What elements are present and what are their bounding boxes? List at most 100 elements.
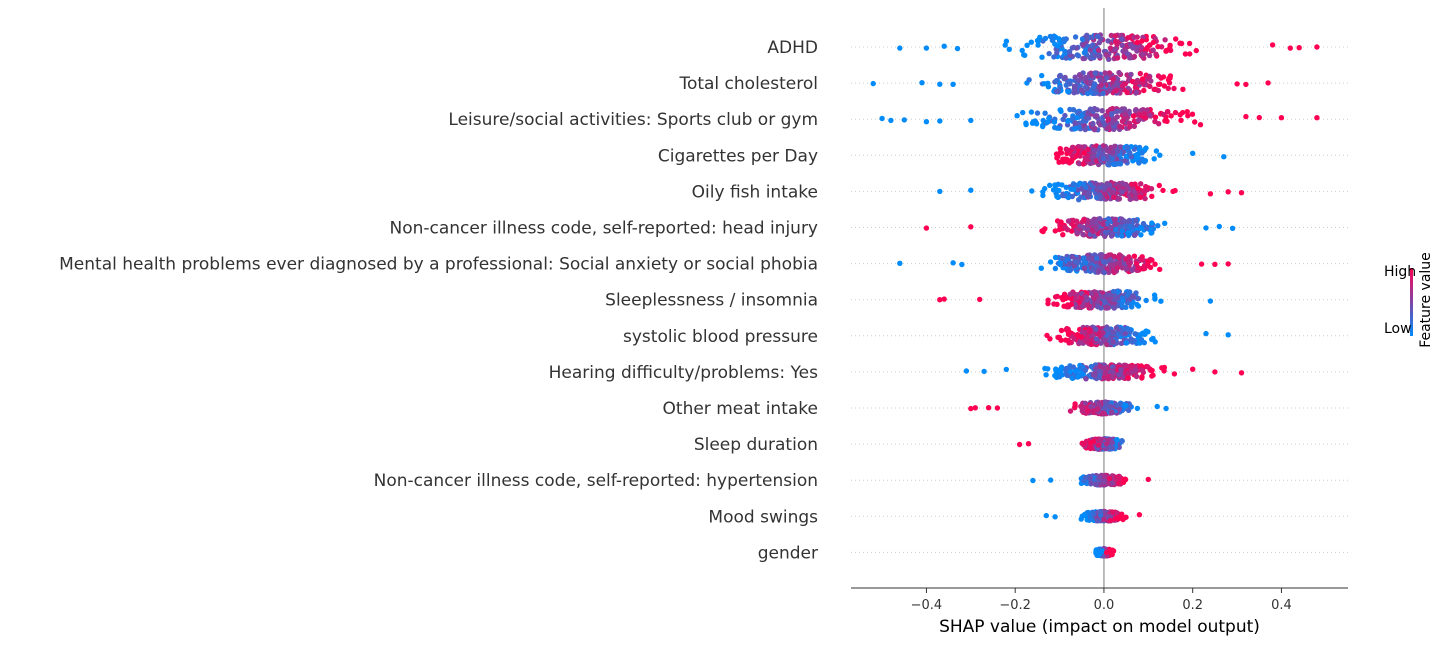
- shap-point: [1095, 269, 1101, 275]
- shap-point: [1151, 156, 1157, 162]
- shap-point: [1165, 77, 1172, 83]
- shap-point: [1113, 477, 1119, 483]
- x-axis-title: SHAP value (impact on model output): [939, 617, 1260, 637]
- shap-point: [1084, 333, 1090, 340]
- shap-point: [1131, 189, 1137, 195]
- shap-point: [1126, 260, 1132, 266]
- shap-point: [1167, 47, 1174, 54]
- shap-point: [1185, 113, 1191, 119]
- shap-point: [1160, 111, 1167, 118]
- shap-point: [1102, 370, 1109, 376]
- shap-point: [1043, 372, 1049, 378]
- shap-point: [1066, 329, 1072, 335]
- shap-point: [1095, 303, 1101, 310]
- shap-point: [1093, 113, 1099, 119]
- shap-point: [1153, 148, 1160, 154]
- shap-point: [1164, 47, 1170, 54]
- shap-point: [1132, 195, 1138, 201]
- shap-point: [1080, 161, 1087, 167]
- shap-point: [1062, 48, 1068, 55]
- shap-point: [1126, 192, 1132, 198]
- shap-point: [1088, 363, 1095, 370]
- shap-point: [1069, 254, 1075, 260]
- shap-point: [1052, 254, 1059, 261]
- shap-point: [1039, 72, 1045, 79]
- shap-point: [1126, 254, 1132, 260]
- shap-point: [1171, 371, 1178, 377]
- shap-point: [1070, 181, 1077, 187]
- shap-point: [1101, 121, 1107, 127]
- shap-point: [1110, 84, 1117, 90]
- shap-point: [1003, 38, 1010, 44]
- shap-point: [1178, 117, 1184, 124]
- shap-point: [1119, 438, 1125, 444]
- shap-point: [1152, 118, 1158, 125]
- shap-point: [1141, 87, 1147, 94]
- shap-point: [1050, 36, 1056, 42]
- shap-point: [1024, 42, 1030, 48]
- shap-point: [1132, 232, 1138, 238]
- shap-point: [1256, 114, 1263, 121]
- shap-point: [1106, 56, 1112, 62]
- shap-point: [1088, 516, 1094, 522]
- shap-point: [1045, 80, 1051, 87]
- shap-point: [1234, 81, 1240, 87]
- shap-point: [1092, 481, 1099, 487]
- colorbar-title: Feature value: [1418, 252, 1434, 348]
- shap-point: [1093, 336, 1100, 342]
- shap-point: [1074, 230, 1081, 236]
- shap-point: [1067, 267, 1073, 274]
- shap-point: [1152, 114, 1159, 120]
- shap-point: [1296, 45, 1302, 51]
- shap-point: [1105, 326, 1112, 332]
- shap-point: [870, 80, 876, 87]
- shap-point: [1107, 224, 1114, 230]
- shap-point: [1042, 35, 1049, 42]
- shap-point: [1066, 340, 1072, 346]
- shap-point: [1052, 372, 1058, 379]
- shap-point: [1066, 49, 1073, 55]
- shap-point: [1063, 367, 1069, 373]
- feature-points: [1053, 143, 1227, 168]
- shap-point: [1119, 36, 1125, 42]
- feature-points: [923, 216, 1236, 239]
- shap-point: [1151, 86, 1157, 93]
- shap-point: [1164, 109, 1171, 115]
- shap-point: [1131, 123, 1138, 129]
- shap-point: [1190, 150, 1196, 156]
- shap-point: [1082, 329, 1088, 335]
- shap-point: [1047, 182, 1053, 188]
- shap-point: [1046, 115, 1052, 122]
- shap-point: [1124, 89, 1130, 96]
- shap-point: [1101, 269, 1108, 276]
- shap-point: [1113, 325, 1120, 331]
- shap-point: [1030, 477, 1036, 484]
- shap-point: [1082, 367, 1089, 373]
- x-tick-label: 0.2: [1182, 598, 1203, 613]
- shap-point: [1019, 47, 1025, 54]
- feature-points: [897, 252, 1231, 276]
- shap-point: [1065, 194, 1072, 201]
- shap-point: [1078, 334, 1084, 340]
- shap-point: [1192, 119, 1198, 125]
- shap-point: [1122, 111, 1128, 117]
- points-layer: [870, 32, 1320, 559]
- shap-point: [1145, 364, 1151, 370]
- shap-point: [1278, 115, 1285, 121]
- shap-point: [1079, 186, 1085, 192]
- shap-point: [1167, 73, 1174, 79]
- colorbar-high-label: High: [1384, 264, 1416, 280]
- shap-point: [1080, 36, 1086, 43]
- shap-point: [1229, 225, 1236, 231]
- shap-point: [1123, 362, 1129, 369]
- shap-point: [1094, 518, 1101, 524]
- shap-point: [1149, 193, 1155, 199]
- shap-point: [1107, 45, 1114, 51]
- shap-point: [1100, 155, 1107, 161]
- shap-point: [968, 187, 974, 193]
- shap-point: [1216, 223, 1223, 230]
- shap-point: [1105, 161, 1111, 168]
- shap-point: [1106, 88, 1112, 94]
- shap-point: [1122, 218, 1128, 225]
- shap-point: [1062, 156, 1068, 162]
